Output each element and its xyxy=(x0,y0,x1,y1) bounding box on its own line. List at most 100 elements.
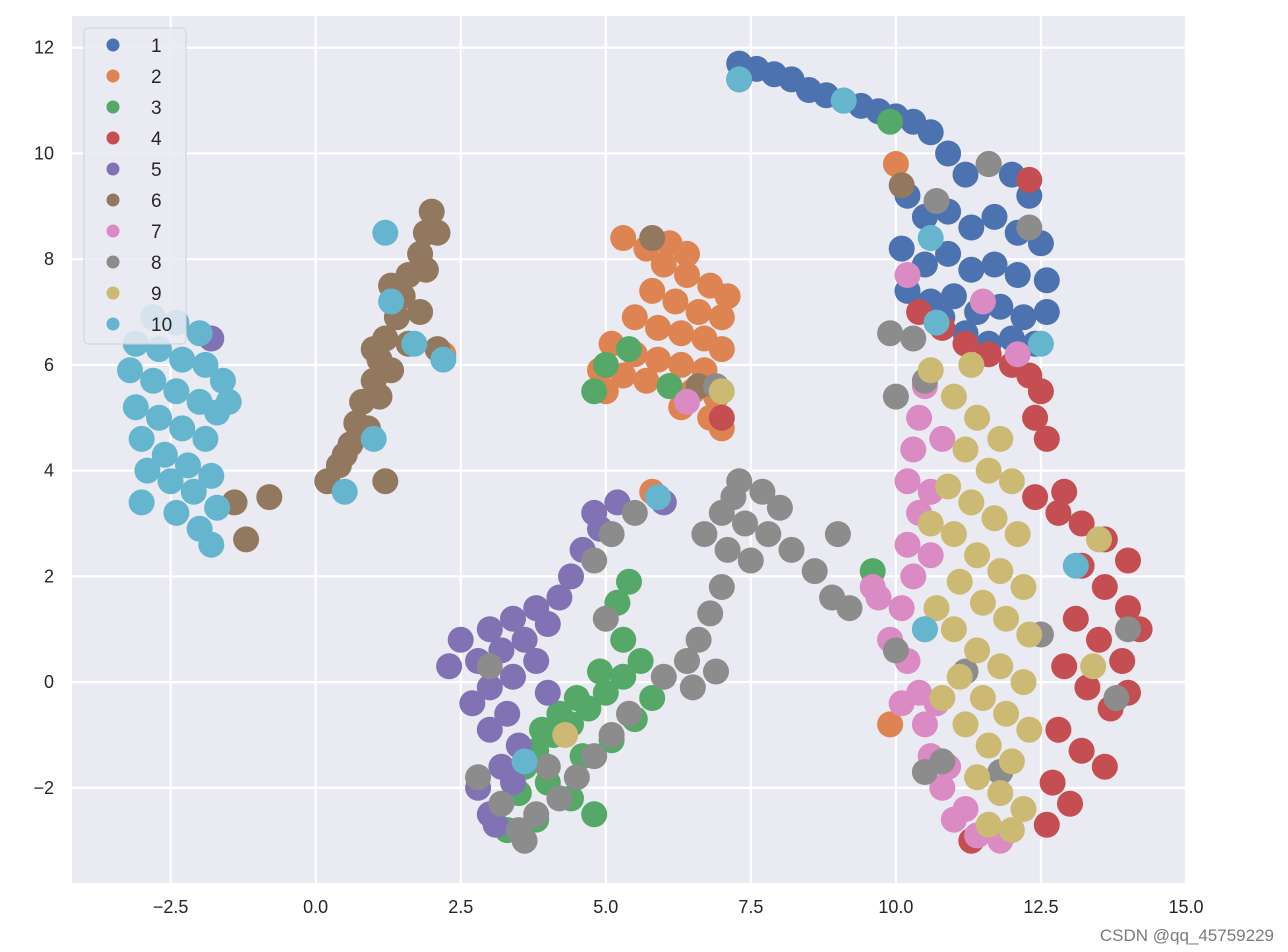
data-point xyxy=(755,521,782,548)
data-point xyxy=(975,811,1002,838)
data-point xyxy=(1115,595,1141,622)
data-point xyxy=(952,161,979,188)
y-tick-label: 4 xyxy=(44,461,54,481)
data-point xyxy=(633,367,660,394)
data-point xyxy=(639,225,666,251)
data-point xyxy=(500,605,526,632)
data-point xyxy=(175,452,201,479)
data-point xyxy=(778,536,805,563)
legend-label: 3 xyxy=(151,98,162,119)
data-point xyxy=(987,425,1014,452)
data-point xyxy=(645,346,671,373)
data-point xyxy=(946,663,973,690)
data-point xyxy=(975,457,1002,484)
data-point xyxy=(645,314,671,341)
data-point xyxy=(180,478,207,505)
data-point xyxy=(981,251,1008,278)
y-axis-ticks: −2 0 2 4 6 8 10 12 xyxy=(33,38,54,798)
legend-label: 7 xyxy=(151,222,162,243)
data-point xyxy=(534,753,561,780)
data-point xyxy=(117,357,143,384)
legend-marker xyxy=(106,255,120,269)
data-point xyxy=(964,404,991,431)
data-point xyxy=(372,219,399,246)
legend-marker xyxy=(106,38,120,52)
data-point xyxy=(1010,574,1037,600)
data-point xyxy=(157,468,184,495)
data-point xyxy=(511,748,538,775)
data-point xyxy=(459,690,486,717)
data-point xyxy=(534,679,561,706)
data-point xyxy=(969,288,996,315)
data-point xyxy=(331,441,358,468)
data-point xyxy=(998,748,1025,775)
legend-marker xyxy=(106,131,120,145)
data-point xyxy=(1033,299,1060,325)
data-point xyxy=(581,801,608,828)
data-point xyxy=(946,568,973,595)
data-point xyxy=(749,478,776,505)
x-tick-label: 5.0 xyxy=(593,897,618,917)
legend-marker xyxy=(106,100,120,114)
legend-label: 10 xyxy=(151,315,172,336)
data-point xyxy=(1091,574,1118,600)
data-point xyxy=(923,188,950,214)
data-point xyxy=(987,653,1014,680)
legend-box xyxy=(83,27,187,345)
data-point xyxy=(1022,404,1049,431)
data-point xyxy=(917,510,944,537)
data-point xyxy=(1086,626,1112,653)
data-point xyxy=(877,711,904,738)
data-point xyxy=(1004,521,1031,548)
data-point xyxy=(523,648,550,674)
data-point xyxy=(1051,478,1078,505)
data-point xyxy=(581,547,608,574)
data-point xyxy=(917,225,944,251)
data-point xyxy=(1004,262,1031,288)
data-point xyxy=(981,203,1008,230)
data-point xyxy=(668,351,695,378)
data-point xyxy=(911,711,938,738)
data-point xyxy=(917,119,944,146)
data-point xyxy=(1080,653,1107,680)
data-point xyxy=(900,325,927,352)
data-point xyxy=(1115,547,1141,574)
legend-marker xyxy=(106,224,120,238)
data-point xyxy=(1068,510,1095,537)
data-point xyxy=(598,722,625,748)
data-point xyxy=(935,240,962,267)
data-point xyxy=(146,404,172,431)
y-tick-label: 2 xyxy=(44,566,54,586)
data-point xyxy=(134,457,161,484)
data-point xyxy=(708,574,735,600)
legend-label: 8 xyxy=(151,253,162,274)
data-point xyxy=(233,526,260,553)
data-point xyxy=(1045,499,1072,526)
data-point xyxy=(401,330,428,357)
data-point xyxy=(987,558,1014,585)
data-point xyxy=(923,595,950,622)
data-point xyxy=(877,108,904,135)
data-point xyxy=(1115,616,1141,643)
data-point xyxy=(511,626,538,653)
data-point xyxy=(1068,737,1095,764)
data-point xyxy=(714,536,741,563)
data-point xyxy=(674,240,700,267)
data-point xyxy=(610,626,637,653)
data-point xyxy=(964,542,991,569)
data-point xyxy=(998,817,1025,844)
data-point xyxy=(476,716,503,743)
data-point xyxy=(372,468,399,495)
data-point xyxy=(534,611,561,637)
data-point xyxy=(436,653,463,680)
data-point xyxy=(529,716,555,743)
data-point xyxy=(888,595,915,622)
data-point xyxy=(900,563,927,590)
legend-marker xyxy=(106,69,120,83)
data-point xyxy=(1033,267,1060,294)
data-point xyxy=(430,346,457,373)
data-point xyxy=(122,394,149,421)
data-point xyxy=(639,277,666,304)
data-point xyxy=(581,743,608,770)
data-point xyxy=(859,574,886,600)
